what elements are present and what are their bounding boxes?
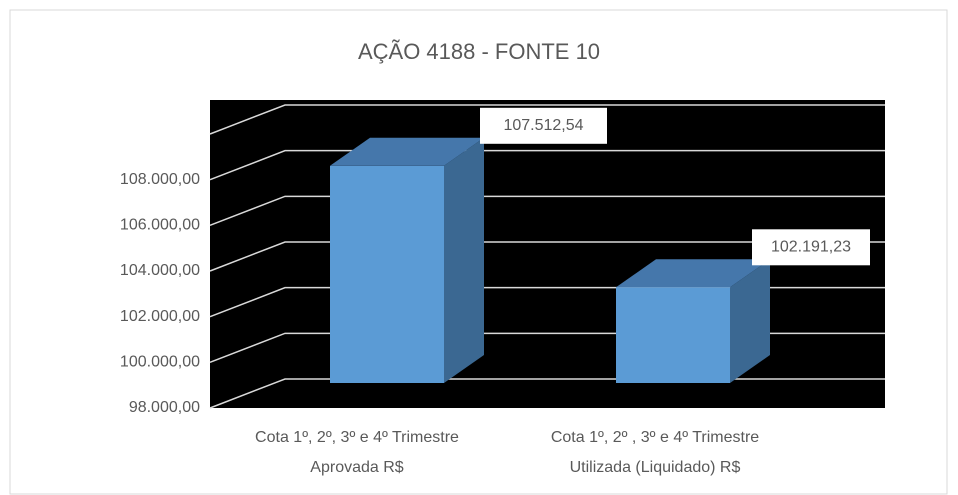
x-tick-label: Aprovada R$ [310,459,403,476]
x-tick-label: Cota 1º, 2º , 3º e 4º Trimestre [551,429,759,446]
bar-top [330,137,484,166]
grid-line [209,195,885,227]
bar-side [730,259,770,383]
y-tick-label: 100.000,00 [120,354,200,371]
chart-title: AÇÃO 4188 - FONTE 10 [358,39,600,64]
x-tick-label: Cota 1º, 2º, 3º e 4º Trimestre [255,429,459,446]
y-tick-label: 98.000,00 [129,399,200,416]
y-tick-label: 108.000,00 [120,171,200,188]
bar [330,165,444,383]
grid-line [209,149,885,181]
data-label-box [752,229,870,266]
bar-side [444,137,484,383]
x-tick-label: Utilizada (Liquidado) R$ [570,459,741,476]
data-label: 102.191,23 [771,239,851,256]
grid-line [209,104,885,135]
data-label: 107.512,54 [503,117,583,134]
bar [616,287,730,383]
data-label-box [480,107,607,144]
y-tick-label: 102.000,00 [120,308,200,325]
y-tick-label: 104.000,00 [120,262,200,279]
bar-top [616,259,770,288]
grid-line [209,241,885,272]
y-tick-label: 106.000,00 [120,217,200,234]
